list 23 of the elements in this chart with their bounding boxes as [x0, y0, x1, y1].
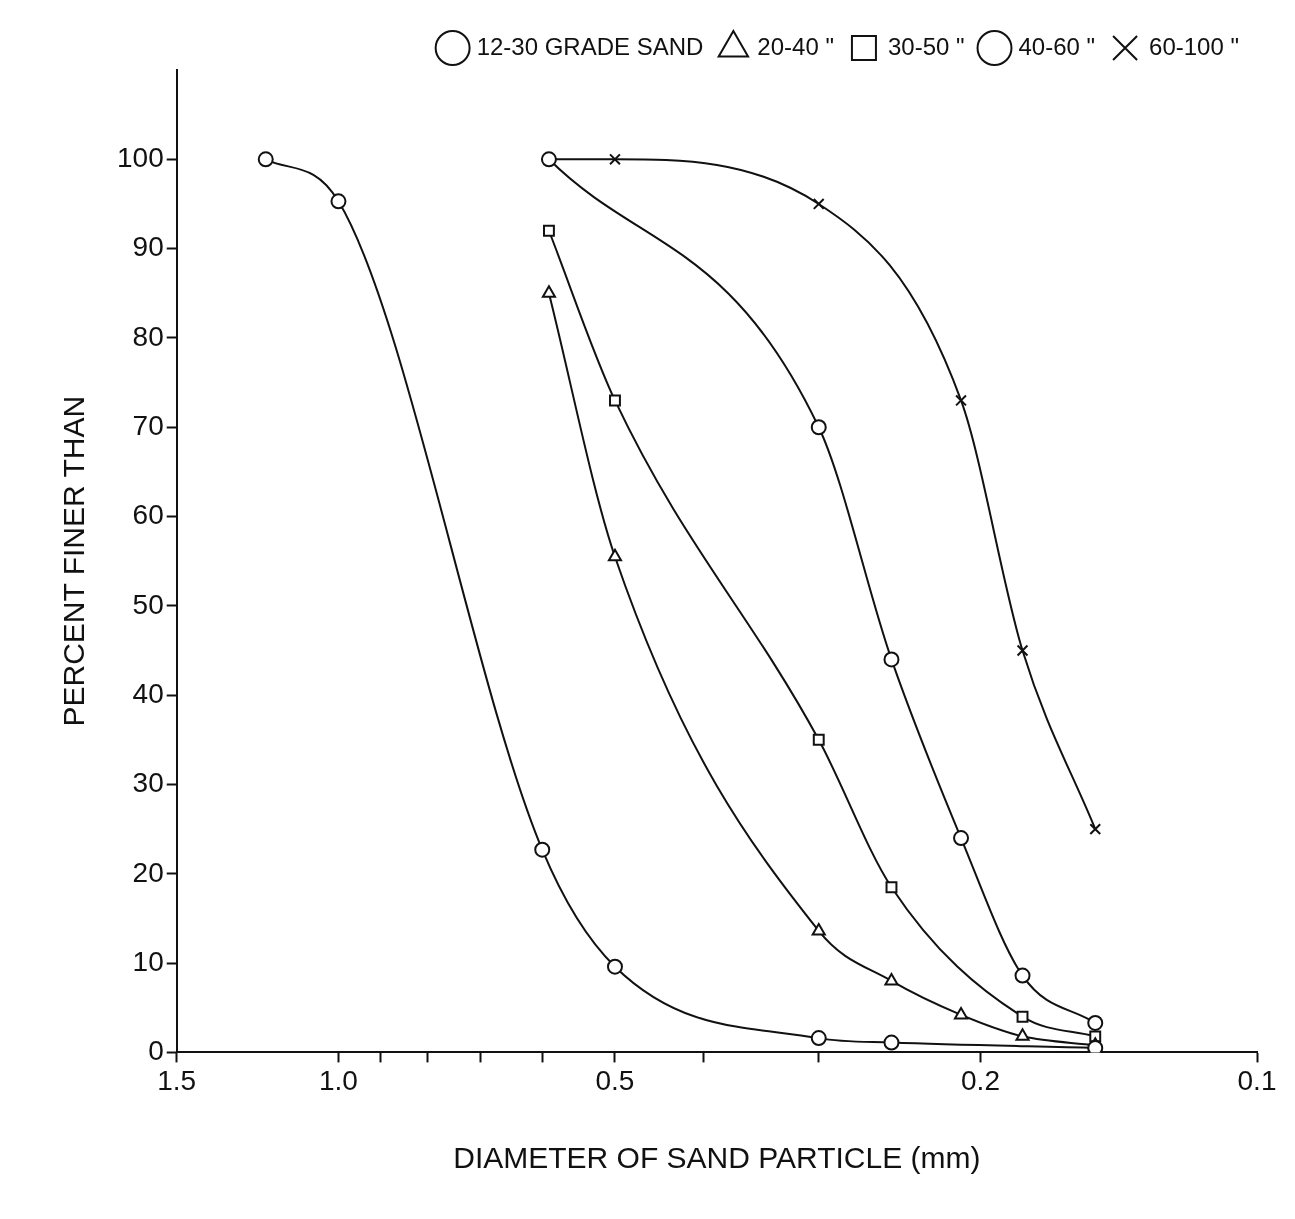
y-axis-title: PERCENT FINER THAN: [57, 395, 91, 727]
y-tick-label: 80: [132, 320, 164, 352]
legend-label: 12-30 GRADE SAND: [476, 32, 704, 60]
x-tick-label: 1.0: [318, 1064, 358, 1096]
y-tick-label: 70: [132, 409, 164, 441]
y-tick-label: 0: [148, 1035, 164, 1067]
y-tick-label: 90: [132, 231, 164, 263]
y-tick-label: 10: [132, 945, 164, 977]
x-axis-title: DIAMETER OF SAND PARTICLE (mm): [453, 1141, 981, 1175]
y-tick-label: 100: [117, 142, 164, 174]
y-tick-label: 60: [132, 499, 164, 531]
y-tick-label: 30: [132, 767, 164, 799]
y-tick-label: 20: [132, 856, 164, 888]
legend-label: 30-50 ": [887, 32, 965, 60]
y-tick-label: 50: [132, 588, 164, 620]
x-tick-label: 0.2: [961, 1064, 1000, 1096]
legend-label: 20-40 ": [757, 32, 834, 60]
y-tick-label: 40: [132, 677, 164, 709]
legend-label: 60-100 ": [1149, 32, 1239, 60]
x-tick-label: 0.1: [1237, 1064, 1277, 1096]
x-tick-label: 1.5: [157, 1064, 197, 1096]
legend-label: 40-60 ": [1018, 32, 1096, 60]
x-tick-label: 0.5: [595, 1064, 635, 1096]
